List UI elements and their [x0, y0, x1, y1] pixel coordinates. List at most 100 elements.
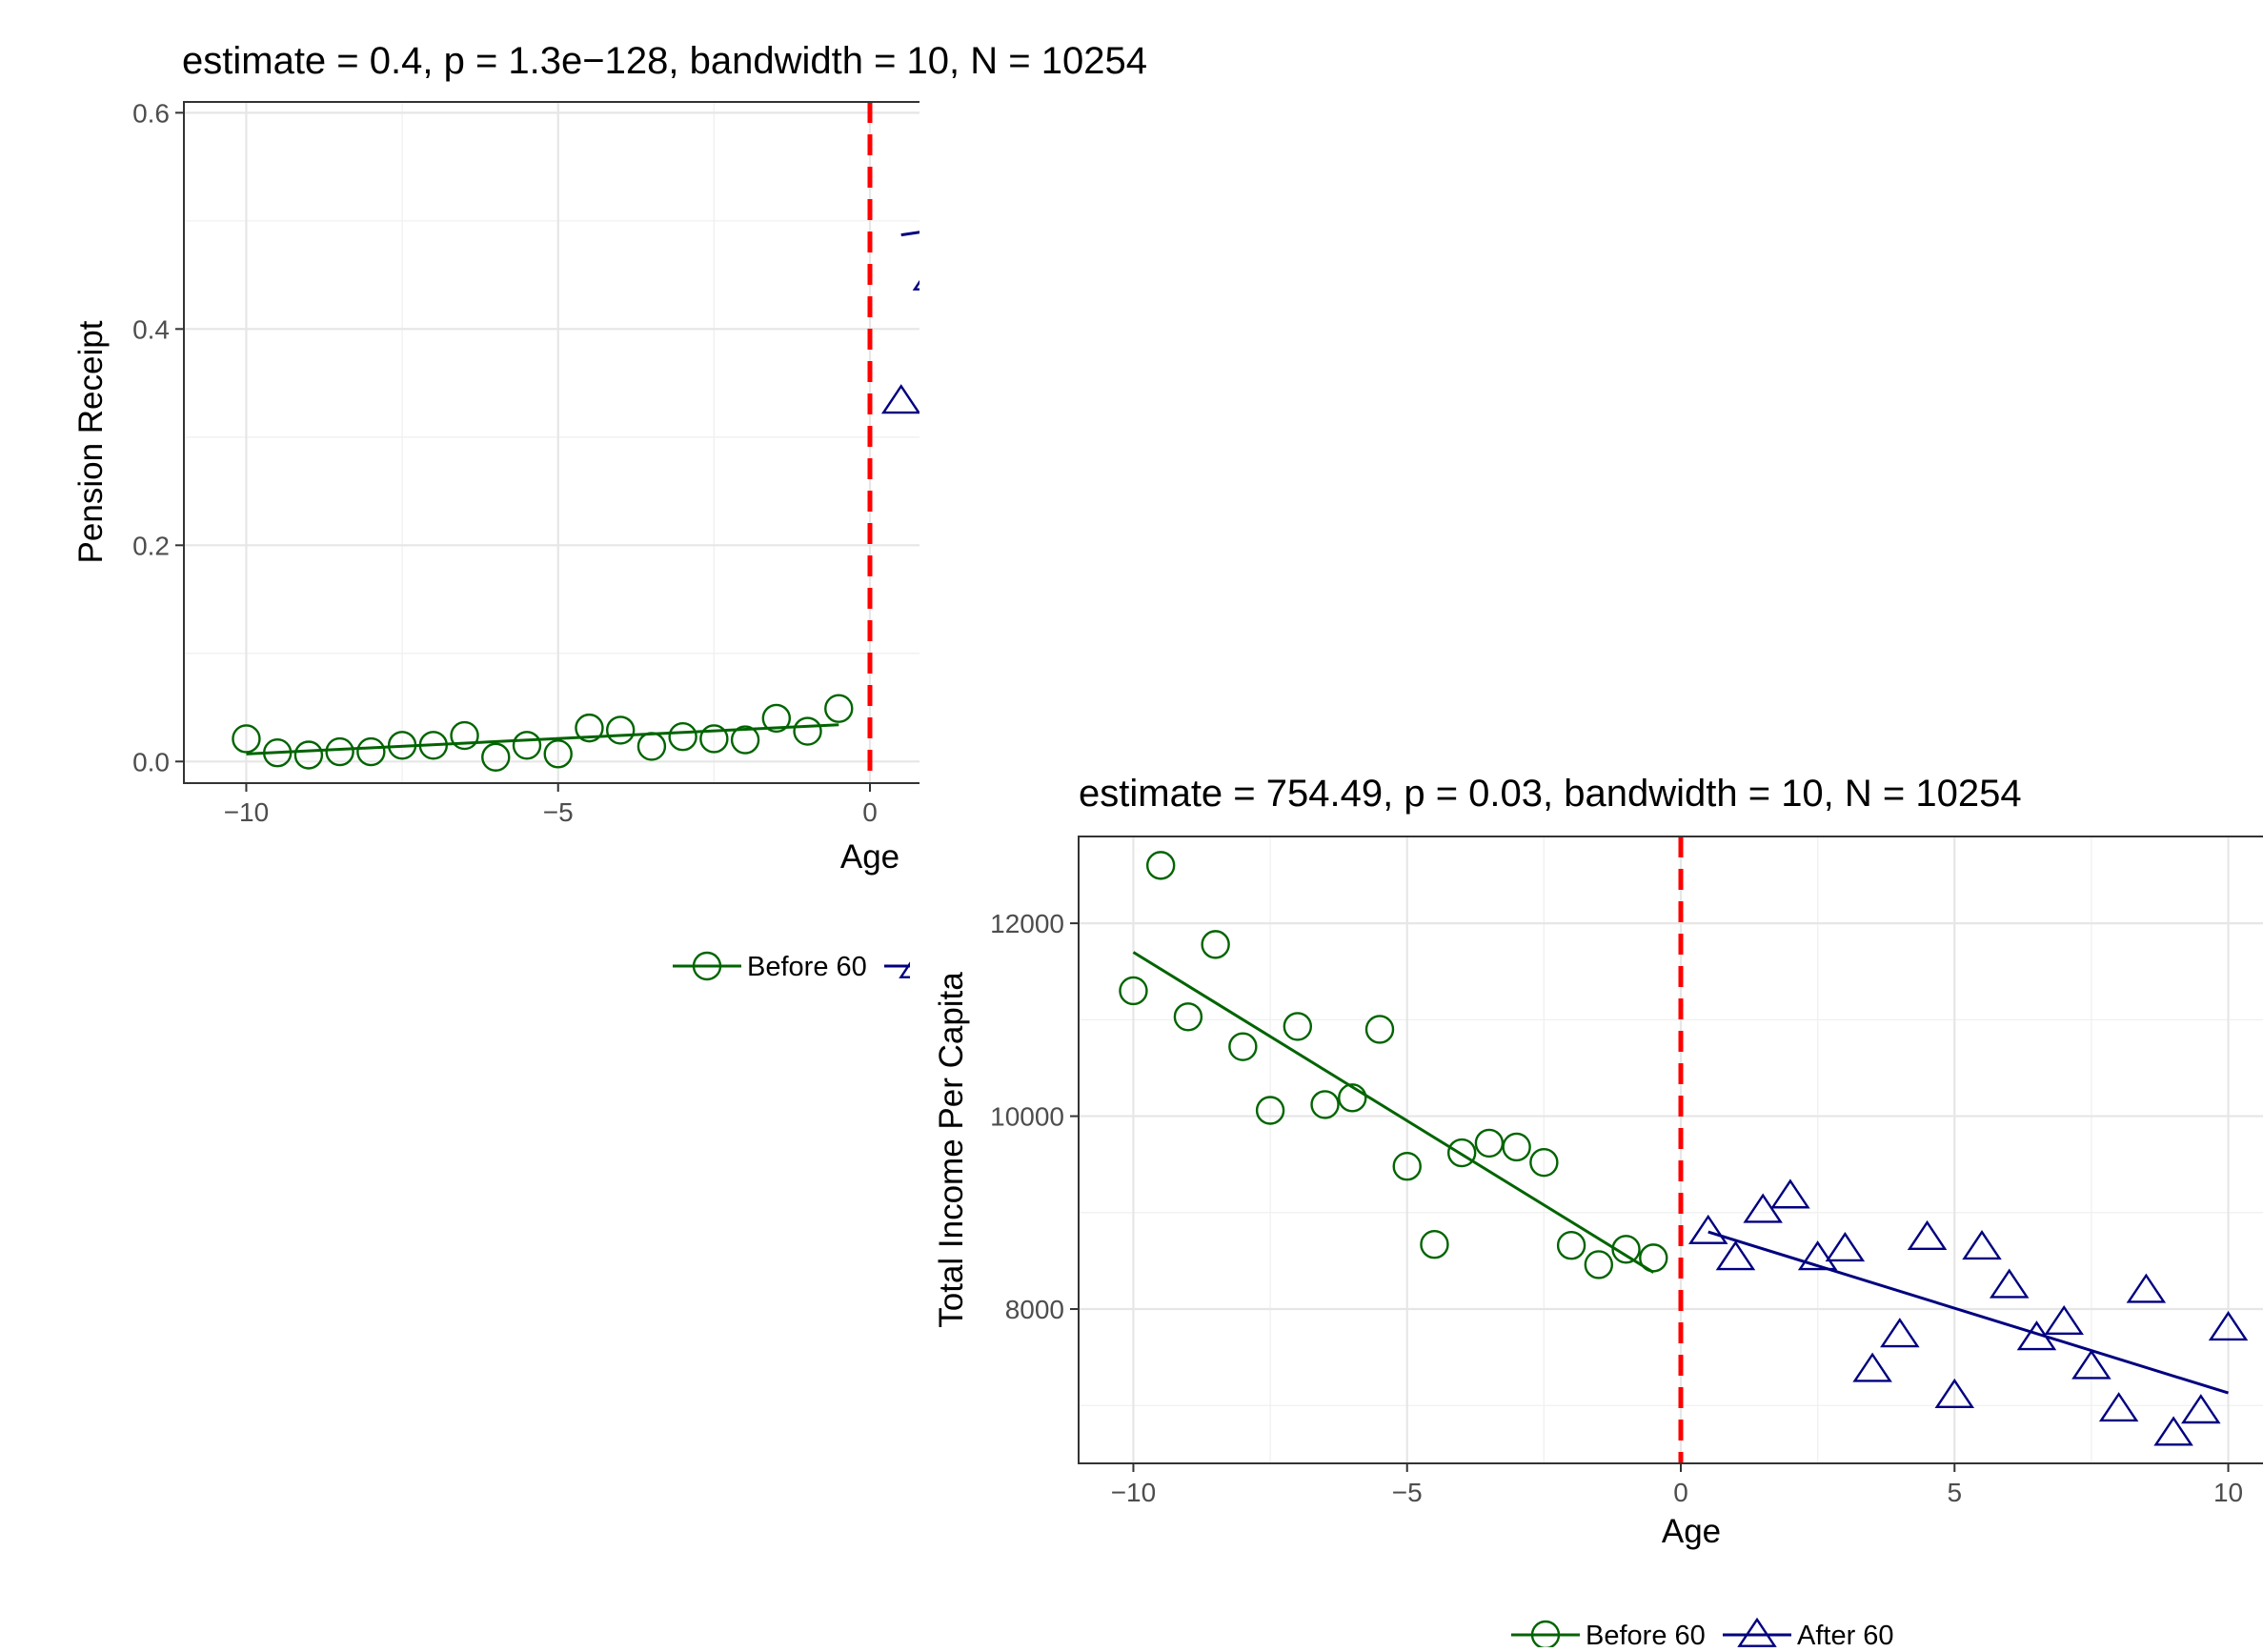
chart-title: estimate = 754.49, p = 0.03, bandwidth =…	[1079, 773, 2022, 815]
data-point-after-60	[1852, 1352, 1892, 1382]
data-point-before-60	[1310, 1090, 1340, 1119]
data-point-before-60	[1283, 1012, 1313, 1041]
data-point-after-60	[1907, 1219, 1948, 1250]
data-point-before-60	[1446, 1138, 1477, 1168]
data-point-before-60	[481, 742, 511, 772]
data-point-after-60	[1351, 133, 1386, 160]
data-point-after-60	[1071, 149, 1106, 175]
x-axis-label: Age	[840, 838, 899, 876]
y-tick-label: 0.6	[132, 98, 170, 128]
y-tick-label: 0.4	[132, 314, 170, 344]
chart-title: estimate = 0.4, p = 1.3e−128, bandwidth …	[182, 40, 1147, 82]
data-point-before-60	[1173, 1002, 1203, 1032]
pension-receipt-chart: −10 −5 0 0.0 0.2 0.4 0.6 estimate = 0.4, p = 1.…	[72, 40, 1511, 982]
data-point-after-60	[1797, 1240, 1838, 1271]
fit-line-before-60	[1132, 951, 1655, 1274]
data-point-before-60	[1392, 1152, 1422, 1181]
legend: Before 60 After 60	[1511, 1617, 1894, 1651]
data-point-before-60	[1364, 1015, 1395, 1044]
data-point-after-60	[1008, 125, 1043, 151]
x-tick-label: −5	[1392, 1478, 1423, 1507]
data-point-after-60	[2016, 1320, 2057, 1351]
y-tick-label: 10000	[990, 1102, 1064, 1132]
data-point-after-60	[1770, 1179, 1810, 1209]
data-point-before-60	[1119, 976, 1148, 1006]
data-point-after-60	[880, 384, 919, 414]
data-point-before-60	[1338, 1083, 1367, 1113]
y-tick-label: 8000	[1005, 1295, 1064, 1324]
data-point-after-60	[1687, 1214, 1728, 1244]
data-point-before-60	[1584, 1250, 1614, 1279]
legend-key-marker-before-60	[692, 951, 722, 981]
data-point-before-60	[262, 738, 293, 768]
data-point-after-60	[1989, 1268, 2030, 1299]
data-point-before-60	[605, 715, 636, 745]
x-tick-label: 0	[862, 797, 878, 827]
data-point-after-60	[2153, 1416, 2193, 1446]
legend-label-before-60: Before 60	[747, 952, 867, 982]
data-point-after-60	[2126, 1273, 2167, 1303]
data-point-after-60	[1226, 170, 1262, 196]
data-point-after-60	[1934, 1378, 1975, 1408]
data-point-before-60	[1420, 1230, 1449, 1259]
data-point-after-60	[1320, 209, 1355, 235]
x-tick-label: −5	[543, 797, 574, 827]
data-point-before-60	[450, 720, 479, 751]
data-point-after-60	[1195, 149, 1230, 175]
data-point-after-60	[1414, 162, 1449, 189]
x-tick-label: 5	[1947, 1478, 1962, 1507]
data-point-before-60	[824, 694, 854, 723]
data-point-after-60	[1476, 111, 1511, 138]
data-point-before-60	[1228, 1032, 1258, 1061]
data-point-before-60	[1145, 851, 1176, 880]
data-point-after-60	[1825, 1232, 1866, 1262]
data-point-after-60	[1289, 159, 1324, 186]
data-point-before-60	[1474, 1128, 1505, 1158]
y-axis-label: Pension Receipt	[72, 320, 110, 563]
fit-line-before-60	[246, 723, 839, 755]
x-axis-label: Age	[1662, 1513, 1721, 1550]
data-point-before-60	[293, 740, 324, 770]
data-point-after-60	[2044, 1304, 2084, 1336]
panel-background	[1079, 836, 2263, 1463]
data-point-after-60	[912, 279, 919, 291]
data-point-before-60	[668, 721, 697, 752]
data-point-after-60	[1258, 154, 1293, 181]
panel-background	[184, 102, 919, 783]
total-income-chart: −10 −5 0 5 10 8000 10000 12000 estimate = 754.49…	[933, 773, 2263, 1651]
data-point-before-60	[512, 731, 542, 760]
data-point-before-60	[418, 731, 449, 760]
y-tick-label: 12000	[990, 909, 1064, 938]
fit-line-after-60	[1707, 1230, 2229, 1395]
data-point-after-60	[1383, 202, 1418, 229]
data-point-before-60	[1201, 930, 1230, 959]
plot-area	[1078, 836, 2263, 1464]
x-tick-label: 0	[1673, 1478, 1688, 1507]
data-point-after-60	[2181, 1394, 2221, 1424]
y-tick-label: 0.2	[132, 531, 170, 560]
legend-label-after-60: After 60	[1797, 1621, 1894, 1647]
data-point-before-60	[793, 716, 822, 746]
legend-key-marker-after-60	[1737, 1617, 1777, 1647]
data-point-after-60	[1880, 1318, 1920, 1348]
fit-line-after-60	[900, 231, 919, 237]
data-point-before-60	[575, 713, 604, 743]
data-point-after-60	[2208, 1311, 2249, 1341]
data-point-before-60	[1611, 1235, 1641, 1264]
data-point-after-60	[2071, 1349, 2111, 1380]
data-point-after-60	[1133, 144, 1168, 171]
x-tick-label: 10	[2213, 1478, 2243, 1507]
legend-entry-after-60-clipped	[884, 961, 910, 978]
legend-key-marker-after-60	[899, 961, 910, 978]
data-point-after-60	[977, 176, 1012, 203]
data-point-after-60	[1164, 151, 1200, 178]
x-tick-label: −10	[224, 797, 270, 827]
data-point-before-60	[730, 725, 760, 755]
data-point-before-60	[387, 731, 417, 760]
data-point-before-60	[543, 739, 573, 769]
y-axis-label: Total Income Per Capita	[933, 972, 970, 1328]
y-tick-label: 0.0	[132, 747, 170, 776]
data-point-after-60	[2098, 1392, 2139, 1422]
